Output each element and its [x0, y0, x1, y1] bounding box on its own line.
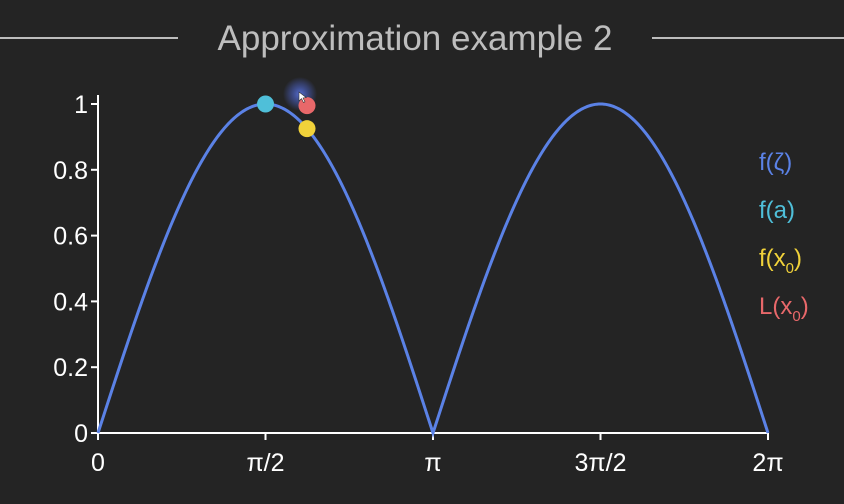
legend-label-tail: ): [801, 293, 809, 320]
legend-label: L(x: [759, 293, 792, 320]
point-f-a: [257, 95, 275, 113]
legend-label: f(a): [759, 197, 795, 224]
legend-item-f-x0: f(x0): [759, 245, 802, 277]
legend-item-L-x0: L(x0): [759, 293, 809, 325]
x-tick-label: π/2: [246, 449, 284, 477]
x-axis: 0 π/2 π 3π/2 2π: [91, 432, 784, 477]
x-tick-label: 0: [91, 449, 105, 477]
x-tick-label: π: [424, 449, 441, 477]
legend-label-tail: ): [794, 245, 802, 272]
legend-subscript: 0: [786, 260, 794, 277]
x-tick-label: 2π: [752, 449, 783, 477]
series-line-f-zeta: [96, 102, 770, 438]
legend-item-f-zeta: f(ζ): [759, 149, 792, 176]
y-tick-label: 0.6: [53, 223, 88, 251]
y-tick-label: 1: [74, 91, 88, 119]
y-axis: 0 0.2 0.4 0.6 0.8 1: [53, 91, 99, 448]
legend: f(ζ)f(a)f(x0)L(x0): [759, 149, 809, 325]
chart-title: Approximation example 2: [218, 19, 613, 58]
mouse-pointer-icon: [298, 91, 308, 103]
legend-item-f-a: f(a): [759, 197, 795, 224]
x-ticks: 0 π/2 π 3π/2 2π: [91, 433, 784, 477]
point-L-x0: [298, 97, 316, 115]
legend-label: f(ζ): [759, 149, 792, 176]
y-tick-label: 0.8: [53, 157, 88, 185]
y-tick-label: 0.4: [53, 288, 88, 316]
y-ticks: 0 0.2 0.4 0.6 0.8 1: [53, 91, 98, 448]
legend-subscript: 0: [792, 308, 800, 325]
legend-label: f(x: [759, 245, 786, 272]
point-f-x0: [298, 120, 316, 138]
y-tick-label: 0: [74, 420, 88, 448]
y-tick-label: 0.2: [53, 354, 88, 382]
x-tick-label: 3π/2: [574, 449, 626, 477]
